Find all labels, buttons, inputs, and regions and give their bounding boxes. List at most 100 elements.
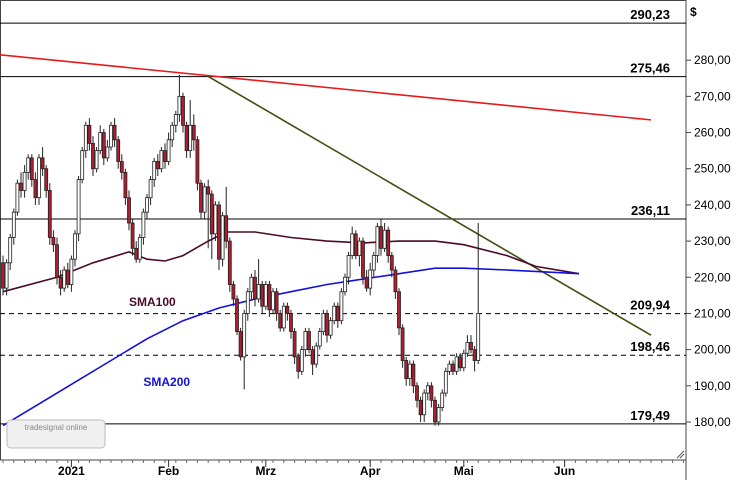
candle (299, 346, 304, 375)
candle-body (19, 182, 23, 191)
candle-body (411, 363, 416, 387)
candle (40, 147, 45, 176)
candle-body (245, 291, 250, 314)
candle (47, 183, 52, 245)
candle (425, 382, 430, 401)
candle (148, 175, 153, 205)
candle (429, 382, 434, 408)
candle (206, 179, 211, 249)
candle (235, 295, 239, 336)
candle-body (181, 95, 185, 126)
candle (116, 136, 121, 169)
candle (62, 266, 67, 292)
candle-body (112, 124, 117, 141)
candle-body (440, 392, 445, 408)
candle-body (371, 255, 376, 271)
candle-body (386, 229, 391, 256)
candle (476, 223, 481, 365)
candle-body (461, 352, 466, 369)
candle (188, 99, 193, 158)
trend-line (207, 75, 652, 336)
candle (343, 273, 347, 296)
level-label-bg (612, 408, 680, 422)
candle (98, 125, 103, 155)
candle-body (44, 168, 49, 191)
candle (22, 165, 27, 198)
candle-body (422, 392, 427, 416)
candle-body (148, 179, 153, 199)
candle (436, 403, 441, 426)
candle-body (321, 313, 326, 332)
candle-body (368, 269, 373, 289)
candle (15, 179, 20, 216)
candle-body (256, 284, 261, 300)
candle (199, 179, 203, 220)
candle (422, 389, 427, 422)
level-label-bg (612, 203, 680, 217)
candle (220, 212, 225, 267)
candle-body (116, 139, 121, 162)
candle-body (195, 139, 200, 184)
candle-body (188, 124, 193, 152)
level-label: 198,46 (630, 339, 670, 354)
candle (325, 309, 329, 343)
level-label: 209,94 (630, 298, 671, 313)
candle-body (425, 385, 430, 394)
candle-body (163, 150, 167, 162)
candle (292, 327, 297, 365)
series-line-sma200 (2, 267, 580, 427)
candle-body (62, 269, 67, 289)
candle-body (451, 363, 455, 372)
candle (137, 233, 142, 263)
candle (29, 154, 34, 187)
y-tick-label: 200,00 (694, 343, 731, 357)
candle-body (73, 233, 77, 260)
candle (184, 121, 189, 158)
candle (382, 223, 387, 252)
candle (127, 190, 131, 231)
candle-body (281, 305, 286, 329)
candle (350, 226, 355, 260)
y-tick-label: 240,00 (694, 198, 731, 212)
candle (407, 360, 412, 386)
candle (191, 114, 196, 151)
candle (379, 219, 383, 256)
candle-body (213, 204, 218, 235)
candle (253, 270, 257, 307)
candle-body (101, 132, 106, 159)
candle (163, 143, 167, 169)
candle (443, 367, 448, 397)
y-tick-label: 190,00 (694, 379, 731, 393)
candle-body (397, 291, 401, 329)
candle-body (436, 407, 441, 423)
candle (285, 302, 290, 321)
level-label: 290,23 (630, 7, 670, 22)
candle-body (274, 291, 279, 314)
series-annotation: SMA200 (143, 375, 190, 389)
candle (404, 356, 409, 386)
candle (173, 110, 178, 133)
candle-body (220, 215, 225, 260)
candle (152, 157, 157, 187)
candle-body (260, 284, 265, 307)
candle-body (206, 186, 211, 195)
candle-body (292, 331, 297, 358)
candle (418, 396, 423, 422)
candle (249, 273, 254, 299)
candle-body (353, 233, 358, 256)
candle-body (141, 211, 146, 238)
candle-body (433, 399, 437, 423)
candle (332, 302, 337, 325)
candle-body (271, 291, 275, 311)
candle (310, 346, 315, 375)
candle-body (1, 262, 5, 289)
candle-body (303, 331, 308, 351)
candle-body (91, 142, 95, 170)
y-tick-label: 230,00 (694, 234, 731, 248)
plot-frame (0, 0, 687, 461)
candle-body (51, 237, 56, 246)
candle-body (26, 157, 31, 173)
candle-body (173, 114, 178, 126)
candle (238, 327, 243, 361)
